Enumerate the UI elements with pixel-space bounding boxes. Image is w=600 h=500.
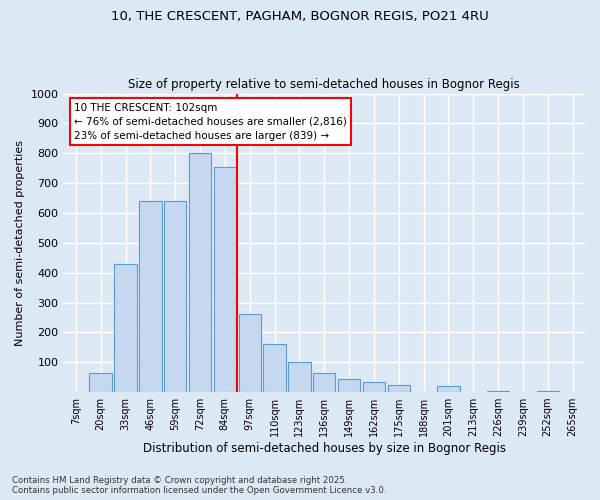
Text: 10 THE CRESCENT: 102sqm
← 76% of semi-detached houses are smaller (2,816)
23% of: 10 THE CRESCENT: 102sqm ← 76% of semi-de… xyxy=(74,102,347,141)
Bar xyxy=(239,314,261,392)
Title: Size of property relative to semi-detached houses in Bognor Regis: Size of property relative to semi-detach… xyxy=(128,78,520,91)
Text: Contains HM Land Registry data © Crown copyright and database right 2025.
Contai: Contains HM Land Registry data © Crown c… xyxy=(12,476,386,495)
Bar xyxy=(536,390,559,392)
Bar xyxy=(164,201,187,392)
X-axis label: Distribution of semi-detached houses by size in Bognor Regis: Distribution of semi-detached houses by … xyxy=(143,442,506,455)
Bar xyxy=(189,154,211,392)
Y-axis label: Number of semi-detached properties: Number of semi-detached properties xyxy=(15,140,25,346)
Bar xyxy=(89,372,112,392)
Bar xyxy=(288,362,311,392)
Text: 10, THE CRESCENT, PAGHAM, BOGNOR REGIS, PO21 4RU: 10, THE CRESCENT, PAGHAM, BOGNOR REGIS, … xyxy=(111,10,489,23)
Bar xyxy=(338,378,360,392)
Bar xyxy=(115,264,137,392)
Bar xyxy=(437,386,460,392)
Bar xyxy=(214,166,236,392)
Bar xyxy=(139,201,161,392)
Bar xyxy=(263,344,286,392)
Bar xyxy=(487,390,509,392)
Bar xyxy=(363,382,385,392)
Bar xyxy=(313,372,335,392)
Bar xyxy=(388,384,410,392)
